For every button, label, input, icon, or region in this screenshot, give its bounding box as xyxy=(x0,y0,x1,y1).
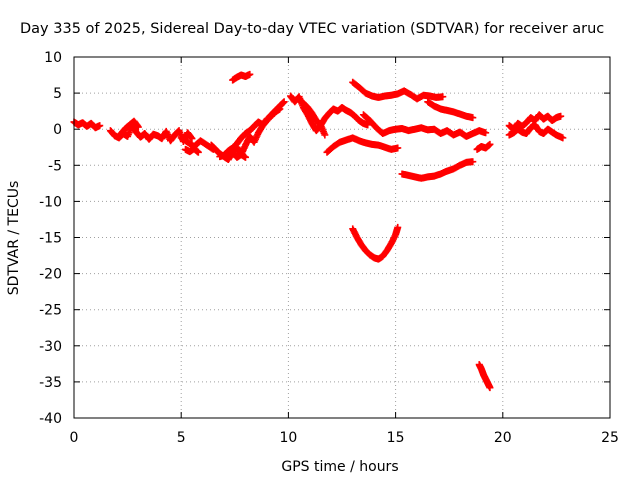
data-point xyxy=(280,98,288,106)
x-tick-label: 15 xyxy=(387,430,405,446)
data-point xyxy=(194,148,202,156)
series-8-track xyxy=(224,148,250,161)
y-tick-label: 5 xyxy=(53,86,62,102)
x-axis-label: GPS time / hours xyxy=(281,459,398,475)
y-tick-label: -40 xyxy=(39,411,62,427)
series-16-track xyxy=(398,158,477,182)
data-point xyxy=(242,153,250,161)
x-tick-label: 10 xyxy=(279,430,297,446)
data-point xyxy=(321,131,329,139)
data-point xyxy=(482,129,490,137)
y-tick-label: -20 xyxy=(39,267,62,283)
series-12-track xyxy=(349,78,447,103)
y-tick-label: 0 xyxy=(53,122,62,138)
x-tick-label: 20 xyxy=(494,430,512,446)
series-11-track xyxy=(295,96,329,139)
data-point xyxy=(276,105,284,113)
series-17-track xyxy=(349,223,402,263)
y-tick-label: -5 xyxy=(48,158,62,174)
data-point xyxy=(557,112,565,120)
series-3-track xyxy=(117,117,142,138)
series-18-track xyxy=(473,140,494,153)
series-19-track xyxy=(475,361,494,392)
series-9-track xyxy=(229,70,254,84)
data-point xyxy=(188,135,196,143)
series-21-track xyxy=(505,121,567,142)
x-tick-label: 25 xyxy=(601,430,619,446)
y-tick-label: 10 xyxy=(44,50,62,66)
grid-lines xyxy=(74,57,610,418)
series-7-track xyxy=(216,105,284,161)
data-point xyxy=(469,114,477,122)
x-tick-label: 0 xyxy=(70,430,79,446)
data-point xyxy=(246,70,254,78)
series-13-track xyxy=(424,98,477,122)
data-point xyxy=(439,93,447,101)
series-14-track xyxy=(323,134,402,156)
chart-title: Day 335 of 2025, Sidereal Day-to-day VTE… xyxy=(20,21,604,37)
data-point xyxy=(134,123,142,131)
y-axis-label: SDTVAR / TECUs xyxy=(6,181,22,296)
data-point xyxy=(394,223,402,231)
y-axis-ticks: 10 5 0 -5 -10 -15 -20 -25 -30 -35 -40 xyxy=(39,50,610,427)
data-point xyxy=(486,140,494,148)
data-series xyxy=(70,70,567,392)
y-tick-label: -30 xyxy=(39,339,62,355)
x-tick-label: 5 xyxy=(177,430,186,446)
data-point xyxy=(559,134,567,142)
y-tick-label: -25 xyxy=(39,303,62,319)
y-tick-label: -15 xyxy=(39,231,62,247)
series-1-track xyxy=(70,118,104,132)
data-point xyxy=(96,122,104,130)
data-point xyxy=(486,384,494,392)
y-tick-label: -35 xyxy=(39,375,62,391)
data-point xyxy=(394,144,402,152)
data-point xyxy=(469,158,477,166)
series-15-track xyxy=(359,111,490,140)
series-5-track xyxy=(181,145,202,156)
x-axis-ticks: 0 5 10 15 20 25 xyxy=(70,57,619,446)
series-20-track xyxy=(505,111,565,133)
y-tick-label: -10 xyxy=(39,194,62,210)
